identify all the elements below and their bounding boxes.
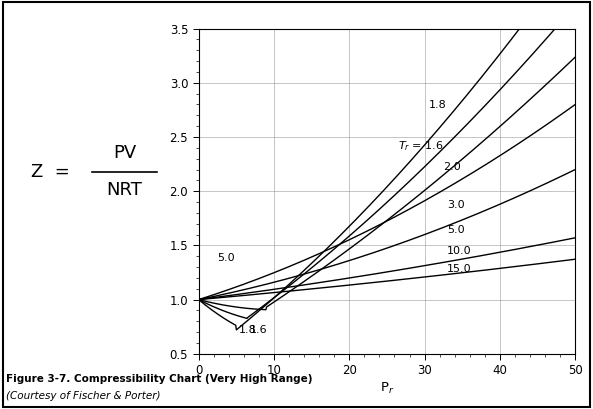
Text: Z  =: Z = — [31, 163, 70, 181]
Text: 1.8: 1.8 — [428, 100, 446, 110]
Text: 5.0: 5.0 — [447, 225, 465, 235]
Text: $T_r$ = 1.6: $T_r$ = 1.6 — [398, 139, 444, 153]
Text: 1.6: 1.6 — [250, 326, 267, 335]
Text: Figure 3-7. Compressibility Chart (Very High Range): Figure 3-7. Compressibility Chart (Very … — [6, 374, 313, 384]
X-axis label: P$_r$: P$_r$ — [380, 381, 394, 396]
Text: 15.0: 15.0 — [447, 263, 472, 274]
Text: 10.0: 10.0 — [447, 246, 472, 256]
Text: (Courtesy of Fischer & Porter): (Courtesy of Fischer & Porter) — [6, 391, 161, 400]
Text: 5.0: 5.0 — [218, 253, 235, 263]
Text: 2.0: 2.0 — [444, 162, 461, 172]
Text: PV: PV — [113, 144, 136, 162]
Text: NRT: NRT — [107, 181, 142, 199]
Text: 1.8: 1.8 — [238, 326, 256, 335]
Text: 3.0: 3.0 — [447, 200, 465, 210]
